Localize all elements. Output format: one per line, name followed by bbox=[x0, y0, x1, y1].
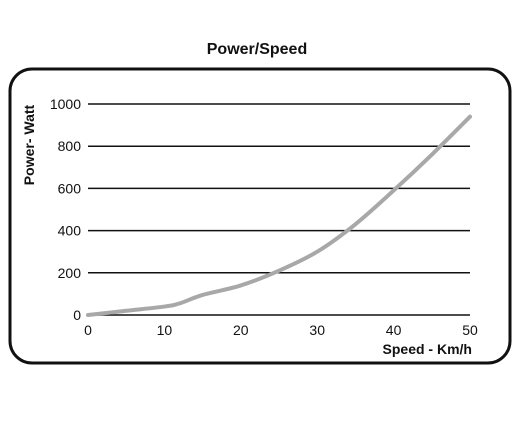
y-tick-label: 0 bbox=[73, 307, 81, 323]
y-tick-labels: 0 200 400 600 800 1000 bbox=[50, 96, 81, 323]
y-tick-label: 600 bbox=[58, 180, 82, 196]
chart-frame bbox=[8, 67, 512, 365]
x-tick-label: 20 bbox=[233, 322, 249, 338]
x-axis-label: Speed - Km/h bbox=[383, 341, 472, 357]
chart-title: Power/Speed bbox=[207, 41, 307, 58]
y-tick-label: 200 bbox=[58, 265, 82, 281]
y-tick-label: 400 bbox=[58, 223, 82, 239]
y-tick-label: 1000 bbox=[50, 96, 81, 112]
x-tick-label: 40 bbox=[386, 322, 402, 338]
x-tick-label: 0 bbox=[84, 322, 92, 338]
x-tick-label: 10 bbox=[157, 322, 173, 338]
x-tick-labels: 0 10 20 30 40 50 bbox=[84, 322, 478, 338]
y-tick-label: 800 bbox=[58, 138, 82, 154]
y-axis-label: Power- Watt bbox=[21, 104, 37, 185]
grid-lines bbox=[88, 103, 470, 316]
x-tick-label: 30 bbox=[309, 322, 325, 338]
series-line bbox=[86, 114, 472, 317]
x-tick-label: 50 bbox=[462, 322, 478, 338]
series-layer bbox=[86, 114, 472, 317]
